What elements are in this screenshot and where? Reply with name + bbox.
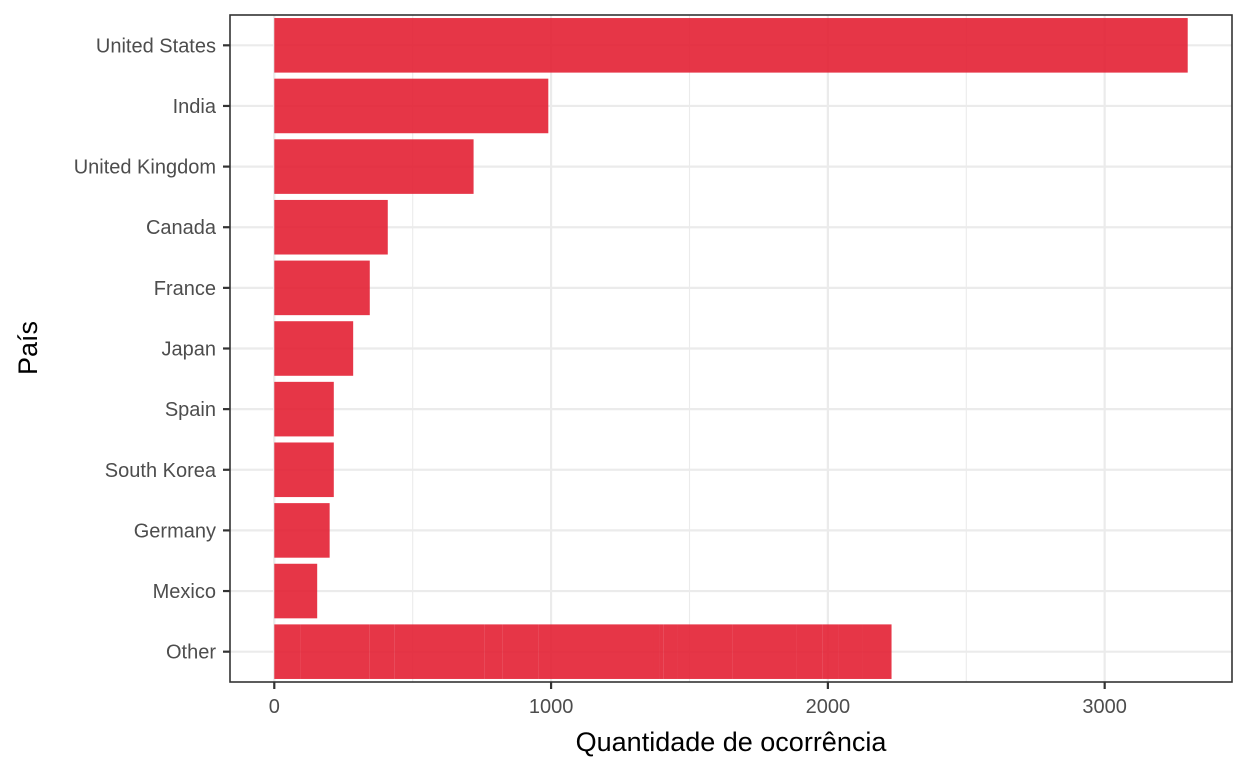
bar-segment-other — [677, 624, 733, 679]
y-tick-label: France — [154, 278, 216, 300]
y-tick-label: South Korea — [105, 460, 217, 482]
bar-segment-other — [732, 624, 797, 679]
bar-segment-other — [659, 624, 664, 679]
y-tick-label: Germany — [134, 520, 216, 542]
y-tick-label: Mexico — [153, 581, 216, 603]
x-tick-label: 0 — [269, 696, 280, 718]
y-tick-label: Spain — [165, 399, 216, 421]
bar-segment-other — [502, 624, 539, 679]
bar-japan — [274, 321, 354, 376]
y-axis: United States India United Kingdom Canada Fr… — [74, 35, 230, 664]
y-tick-label: Japan — [162, 339, 217, 361]
bar-india — [274, 78, 549, 134]
bar-france — [274, 260, 370, 316]
bar-canada — [274, 199, 388, 255]
bar-segment-other — [822, 624, 839, 679]
y-tick-label: Canada — [146, 217, 217, 239]
y-tick-label: India — [173, 96, 217, 118]
bar-south-korea — [274, 442, 334, 498]
bar-united-kingdom — [274, 139, 474, 194]
y-tick-label: Other — [166, 642, 216, 664]
x-axis-title: Quantidade de ocorrência — [576, 727, 888, 757]
bar-spain — [274, 381, 334, 437]
bar-segment-other — [394, 624, 485, 679]
bar-segment-other — [663, 624, 678, 679]
bar-united-states — [274, 18, 1188, 73]
y-tick-label: United Kingdom — [74, 157, 216, 179]
bar-segment-other — [274, 624, 301, 679]
bar-mexico — [274, 563, 318, 619]
x-tick-label: 2000 — [806, 696, 851, 718]
x-axis: 0 1000 2000 3000 — [269, 682, 1127, 718]
y-axis-title: País — [13, 321, 43, 375]
y-tick-label: United States — [96, 35, 216, 57]
bar-germany — [274, 503, 330, 558]
bar-segment-other — [300, 624, 370, 679]
x-tick-label: 1000 — [529, 696, 574, 718]
bar-segment-other — [838, 624, 863, 679]
bar-segment-other — [796, 624, 823, 679]
x-tick-label: 3000 — [1082, 696, 1127, 718]
bars — [274, 18, 1188, 679]
bar-segment-other — [862, 624, 892, 679]
bar-segment-other — [484, 624, 503, 679]
bar-segment-other — [369, 624, 395, 679]
bar-segment-other — [538, 624, 654, 679]
bar-segment-other — [653, 624, 660, 679]
